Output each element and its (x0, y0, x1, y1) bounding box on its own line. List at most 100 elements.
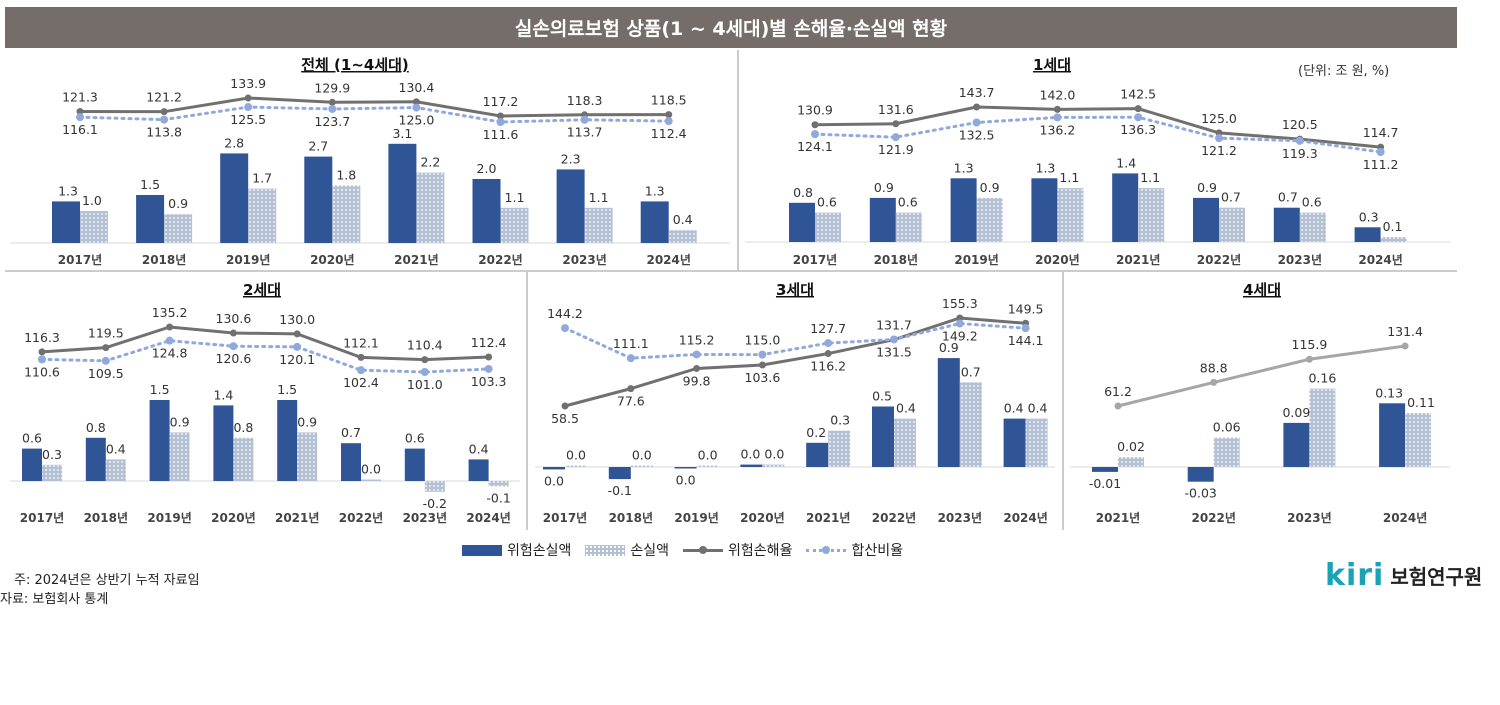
ratio-label: 120.5 (1282, 117, 1318, 132)
x-tick-label: 2021년 (394, 253, 438, 267)
x-tick-label: 2019년 (954, 253, 998, 267)
point-risk-loss-ratio (1401, 342, 1409, 350)
ratio-label: 58.5 (551, 411, 579, 426)
legend-label: 손실액 (630, 543, 670, 559)
bar-loss-label: 0.16 (1308, 371, 1336, 386)
bar-loss (668, 230, 697, 243)
point-combined-ratio (229, 342, 238, 351)
bar-risk-loss-label: 0.4 (1004, 401, 1024, 416)
combined-ratio-label: 124.8 (152, 346, 188, 361)
bar-loss-label: 1.1 (589, 190, 609, 205)
panel-title: 3세대 (776, 281, 814, 299)
bar-risk-loss-label: 2.8 (224, 135, 244, 150)
combined-ratio-label: 127.7 (810, 321, 846, 336)
bar-risk-loss-label: 2.3 (561, 151, 581, 166)
bar-risk-loss (52, 201, 80, 243)
combined-ratio-label: 149.2 (942, 329, 978, 344)
bar-risk-loss-label: 0.7 (341, 425, 361, 440)
ratio-label: 112.1 (343, 335, 379, 350)
bar-loss-label: 0.11 (1407, 395, 1435, 410)
point-risk-loss-ratio (293, 330, 301, 338)
bar-loss (1118, 457, 1144, 467)
ratio-label: 130.0 (279, 312, 315, 327)
bar-loss-label: 0.9 (297, 414, 317, 429)
x-tick-label: 2019년 (147, 511, 191, 525)
bar-loss-label: 0.9 (168, 196, 188, 211)
bar-risk-loss-label: 0.0 (676, 473, 696, 488)
bar-loss-label: 0.02 (1117, 439, 1145, 454)
point-risk-loss-ratio (811, 121, 819, 129)
bar-risk-loss (213, 405, 234, 481)
bar-risk-loss (640, 201, 669, 243)
bar-risk-loss-label: 0.8 (86, 420, 106, 435)
point-risk-loss-ratio (76, 108, 84, 116)
legend-label: 위험손실액 (507, 543, 572, 559)
legend-swatch (462, 544, 502, 556)
bar-loss-label: 0.6 (1302, 195, 1322, 210)
point-combined-ratio (328, 104, 337, 113)
x-tick-label: 2021년 (275, 511, 319, 525)
combined-ratio-label: 109.5 (88, 366, 124, 381)
bar-risk-loss-label: 1.3 (58, 183, 78, 198)
combined-ratio-label: 121.2 (1201, 143, 1237, 158)
bar-risk-loss-label: 0.8 (793, 185, 813, 200)
bar-loss (762, 464, 785, 467)
point-combined-ratio (1134, 113, 1143, 122)
point-combined-ratio (101, 356, 110, 365)
bar-loss (1380, 237, 1407, 242)
legend-item-loss: 손실액 (585, 540, 669, 560)
unit-label: (단위: 조 원, %) (1298, 64, 1390, 79)
x-tick-label: 2022년 (339, 511, 383, 525)
line-combined-ratio (563, 322, 1028, 360)
bar-loss-label: 2.2 (420, 155, 440, 170)
point-combined-ratio (357, 366, 365, 375)
bar-risk-loss (806, 442, 829, 467)
combined-ratio-label: 125.5 (230, 112, 266, 127)
bar-risk-loss (1031, 178, 1058, 242)
bar-risk-loss (404, 448, 425, 481)
bar-loss (297, 432, 318, 481)
bar-loss (488, 481, 509, 487)
bar-risk-loss (740, 464, 763, 467)
x-tick-label: 2017년 (58, 253, 102, 267)
bar-risk-loss-label: -0.03 (1185, 486, 1217, 501)
x-tick-label: 2023년 (403, 511, 447, 525)
x-tick-label: 2023년 (1278, 253, 1322, 267)
x-tick-label: 2017년 (20, 511, 64, 525)
bar-loss (248, 188, 277, 243)
x-tick-label: 2023년 (1287, 511, 1331, 525)
line-risk-loss-ratio (813, 105, 1383, 149)
bar-risk-loss-label: 0.9 (1197, 180, 1217, 195)
combined-ratio-label: 144.1 (1008, 333, 1044, 348)
legend-item-risk-loss: 위험손실액 (462, 540, 571, 560)
combined-ratio-label: 119.3 (1282, 146, 1318, 161)
point-risk-loss-ratio (1305, 355, 1313, 363)
bar-loss-label: 0.4 (106, 441, 126, 456)
point-combined-ratio (420, 368, 429, 376)
point-combined-ratio (580, 115, 589, 124)
x-tick-label: 2021년 (1116, 253, 1160, 267)
point-combined-ratio (484, 364, 493, 373)
ratio-label: 129.9 (314, 80, 350, 95)
bar-loss-label: -0.2 (423, 496, 447, 511)
bar-risk-loss-label: 0.7 (1278, 190, 1298, 205)
ratio-label: 118.5 (651, 93, 687, 108)
bar-loss-label: 1.1 (1140, 170, 1160, 185)
bar-loss (894, 418, 916, 467)
point-risk-loss-ratio (973, 103, 981, 111)
ratio-label: 118.3 (567, 93, 603, 108)
point-combined-ratio (890, 335, 898, 344)
ratio-label: 149.5 (1008, 301, 1044, 316)
bar-risk-loss (1003, 418, 1026, 467)
point-combined-ratio (891, 133, 900, 142)
bar-loss (1138, 188, 1165, 242)
bar-risk-loss-label: 3.1 (392, 126, 412, 141)
legend-label: 위험손해율 (728, 543, 793, 559)
legend-label: 합산비율 (851, 543, 903, 559)
point-risk-loss-ratio (627, 385, 635, 393)
x-tick-label: 2018년 (609, 511, 653, 525)
x-tick-label: 2021년 (1096, 511, 1140, 525)
bar-risk-loss-label: 0.9 (874, 180, 894, 195)
bar-risk-loss-label: 0.5 (872, 389, 892, 404)
line-risk-loss-ratio (78, 96, 671, 118)
